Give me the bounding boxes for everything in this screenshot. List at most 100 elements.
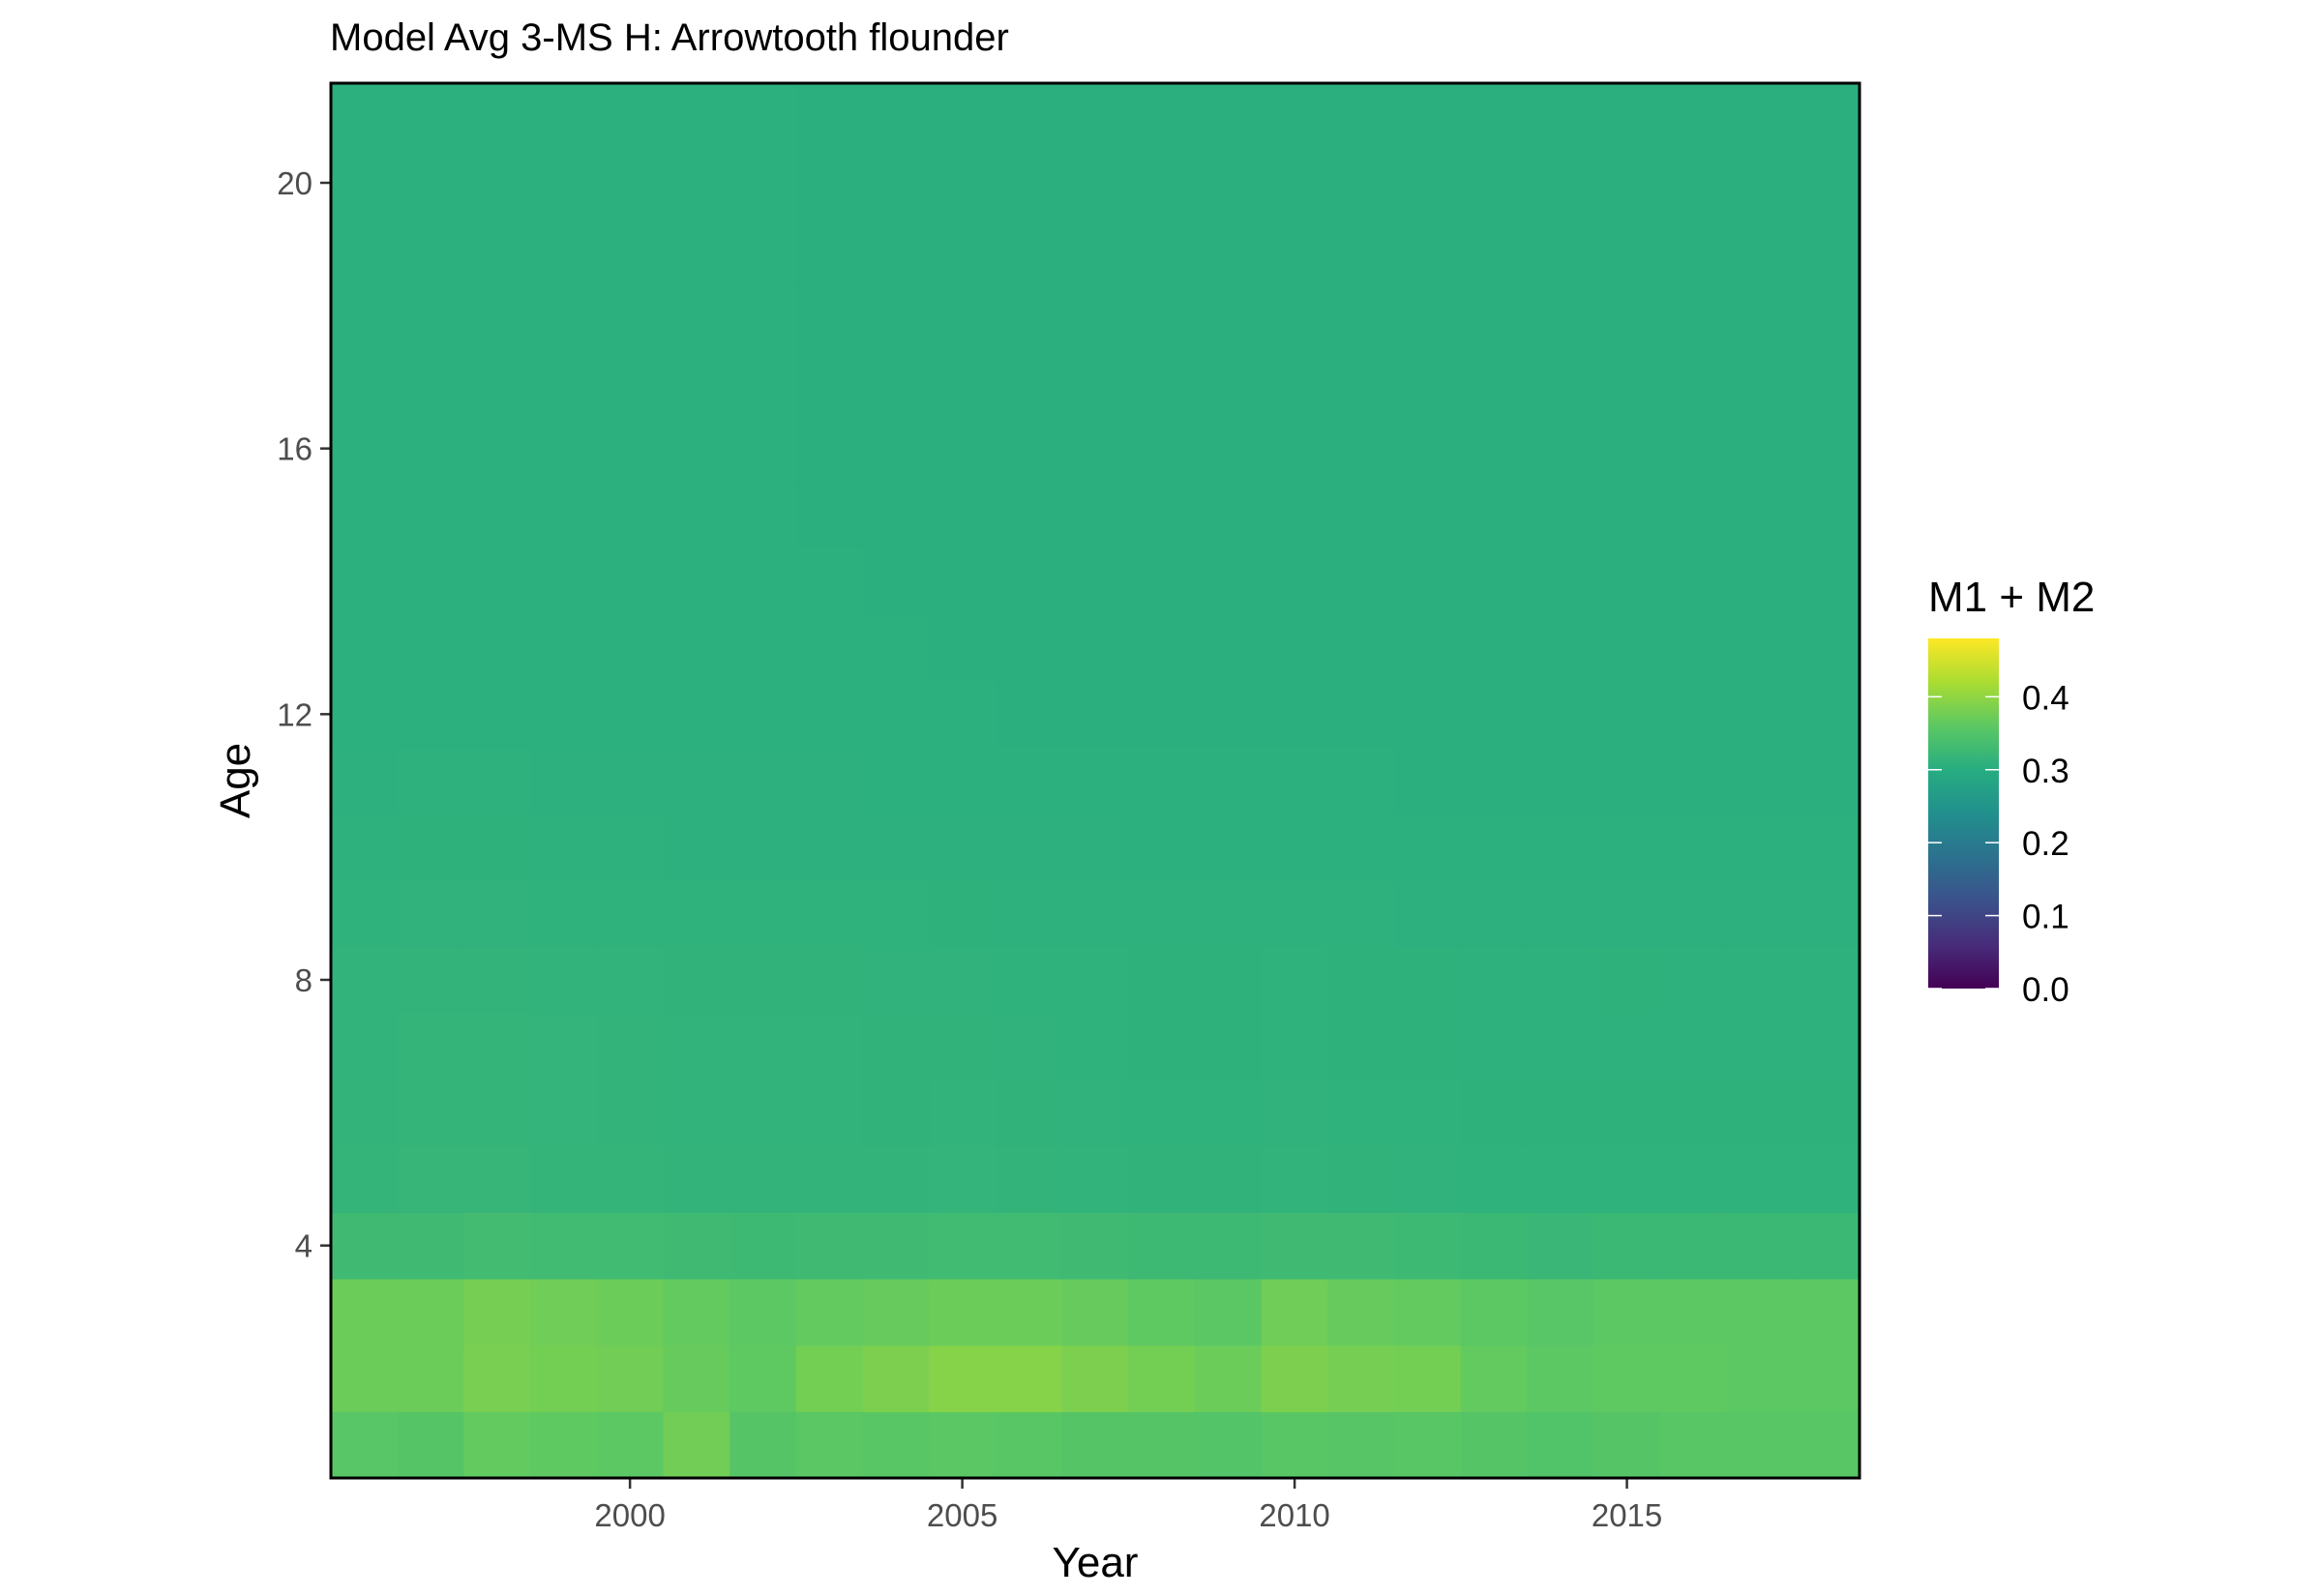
heatmap-cell — [530, 83, 598, 151]
heatmap-cell — [1261, 415, 1329, 483]
heatmap-cell — [663, 1013, 730, 1080]
heatmap-cell — [530, 282, 598, 350]
heatmap-cell — [795, 482, 864, 549]
heatmap-cell — [530, 547, 598, 615]
heatmap-cell — [1659, 946, 1728, 1014]
heatmap-cell — [1394, 1279, 1462, 1346]
heatmap-cell — [1327, 547, 1395, 615]
heatmap-cell — [1726, 1345, 1794, 1412]
heatmap-cell — [530, 1145, 598, 1213]
heatmap-cell — [463, 880, 531, 948]
heatmap-cell — [596, 946, 665, 1014]
heatmap-cell — [1527, 1345, 1594, 1412]
heatmap-cell — [729, 1345, 797, 1412]
heatmap-cell — [596, 415, 665, 483]
heatmap-cell — [1593, 348, 1661, 416]
heatmap-cell — [795, 1079, 864, 1147]
heatmap-cell — [929, 614, 997, 682]
heatmap-cell — [929, 681, 997, 749]
heatmap-cell — [1659, 83, 1728, 151]
heatmap-cell — [663, 747, 730, 814]
heatmap-cell — [1327, 1079, 1395, 1147]
heatmap-cell — [729, 149, 797, 217]
heatmap-cell — [463, 747, 531, 814]
heatmap-cell — [1726, 681, 1794, 749]
heatmap-cell — [1061, 1212, 1129, 1280]
heatmap-cell — [795, 880, 864, 948]
heatmap-cell — [729, 216, 797, 283]
heatmap-cell — [1726, 614, 1794, 682]
heatmap-cell — [663, 813, 730, 881]
heatmap-cell — [1061, 282, 1129, 350]
heatmap-cell — [663, 282, 730, 350]
heatmap-cell — [1128, 282, 1196, 350]
heatmap-cell — [331, 282, 399, 350]
heatmap-cell — [1460, 216, 1529, 283]
heatmap-cell — [397, 547, 464, 615]
heatmap-cell — [1261, 1145, 1329, 1213]
heatmap-cell — [1726, 482, 1794, 549]
heatmap-cell — [596, 348, 665, 416]
heatmap-cell — [795, 1345, 864, 1412]
heatmap-cell — [862, 1279, 930, 1346]
heatmap-cell — [463, 83, 531, 151]
heatmap-cell — [331, 1345, 399, 1412]
heatmap-cell — [1726, 1013, 1794, 1080]
heatmap-cell — [1195, 747, 1263, 814]
plot-border — [329, 81, 1861, 1480]
heatmap-cell — [729, 415, 797, 483]
heatmap-cell — [995, 747, 1063, 814]
heatmap-cell — [729, 813, 797, 881]
heatmap-cell — [1327, 880, 1395, 948]
heatmap-cell — [1593, 1145, 1661, 1213]
heatmap-cell — [530, 1212, 598, 1280]
heatmap-cell — [331, 880, 399, 948]
heatmap-cell — [1659, 1279, 1728, 1346]
heatmap-cell — [331, 83, 399, 151]
heatmap-cell — [1659, 880, 1728, 948]
heatmap-cell — [1195, 415, 1263, 483]
heatmap-cell — [1195, 149, 1263, 217]
heatmap-cell — [1327, 1013, 1395, 1080]
y-tick-label: 8 — [295, 962, 313, 998]
heatmap-cell — [463, 813, 531, 881]
heatmap-cell — [1394, 1345, 1462, 1412]
heatmap-cell — [1061, 1145, 1129, 1213]
heatmap-cell — [1261, 614, 1329, 682]
heatmap-cell — [1394, 813, 1462, 881]
heatmap-cell — [1527, 415, 1594, 483]
heatmap-cell — [1793, 946, 1861, 1014]
heatmap-cell — [1793, 1013, 1861, 1080]
heatmap-cell — [596, 880, 665, 948]
heatmap-cell — [1593, 1345, 1661, 1412]
heatmap-cell — [463, 614, 531, 682]
heatmap-cell — [1128, 946, 1196, 1014]
heatmap-cell — [663, 681, 730, 749]
heatmap-cell — [1061, 1079, 1129, 1147]
heatmap-cell — [1593, 482, 1661, 549]
heatmap-cell — [1394, 946, 1462, 1014]
heatmap-cell — [530, 482, 598, 549]
heatmap-cell — [862, 747, 930, 814]
heatmap-cell — [1793, 1145, 1861, 1213]
heatmap-cell — [331, 482, 399, 549]
heatmap-cell — [995, 1279, 1063, 1346]
heatmap-cell — [1593, 1079, 1661, 1147]
heatmap-cell — [397, 1345, 464, 1412]
heatmap-cell — [995, 282, 1063, 350]
heatmap-cell — [331, 547, 399, 615]
heatmap-cell — [1460, 348, 1529, 416]
heatmap-cell — [1659, 348, 1728, 416]
heatmap-cell — [1726, 415, 1794, 483]
heatmap-cell — [1460, 547, 1529, 615]
heatmap-cell — [862, 813, 930, 881]
y-tick-label: 12 — [277, 696, 313, 732]
heatmap-cell — [1128, 216, 1196, 283]
heatmap-cell — [596, 1013, 665, 1080]
heatmap-cell — [1460, 282, 1529, 350]
heatmap-cell — [1394, 1013, 1462, 1080]
heatmap-cell — [530, 216, 598, 283]
heatmap-cell — [729, 1279, 797, 1346]
heatmap-cell — [1061, 747, 1129, 814]
heatmap-cell — [530, 681, 598, 749]
